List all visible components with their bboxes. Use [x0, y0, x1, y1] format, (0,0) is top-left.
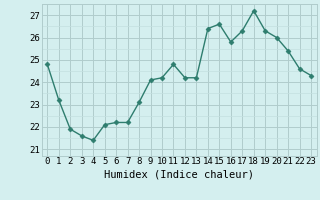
X-axis label: Humidex (Indice chaleur): Humidex (Indice chaleur)	[104, 169, 254, 179]
